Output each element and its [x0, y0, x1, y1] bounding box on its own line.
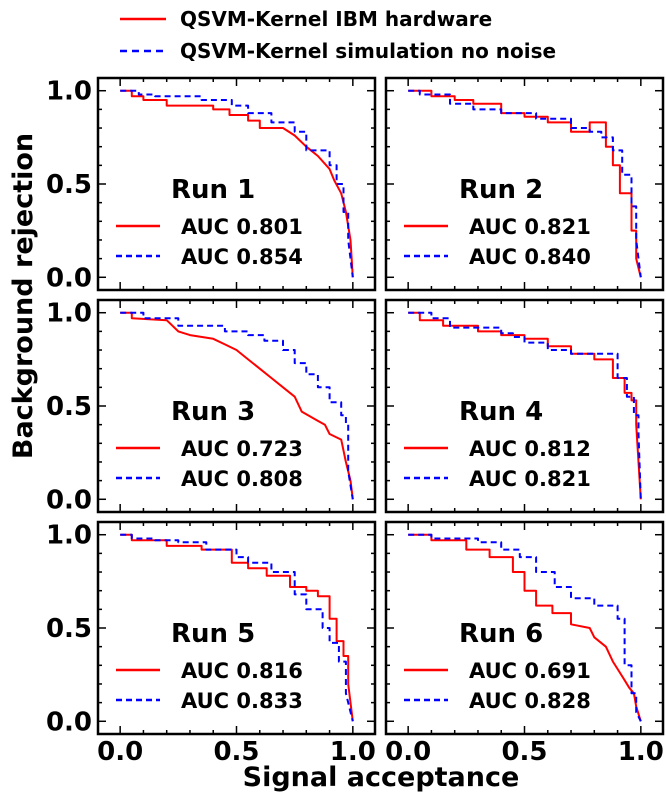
simulation-roc-curve: [120, 89, 354, 278]
auc-hardware-label: AUC 0.801: [181, 215, 303, 239]
simulation-roc-curve: [408, 89, 642, 278]
auc-simulation-label: AUC 0.840: [469, 245, 591, 269]
auc-simulation-label: AUC 0.854: [181, 245, 303, 269]
y-tick-label: 0.0: [46, 263, 92, 293]
auc-hardware-label: AUC 0.821: [469, 215, 591, 239]
legend: QSVM-Kernel IBM hardware QSVM-Kernel sim…: [120, 7, 556, 63]
x-axis-label: Signal acceptance: [243, 762, 520, 792]
legend-hardware-label: QSVM-Kernel IBM hardware: [180, 7, 492, 31]
auc-hardware-label: AUC 0.723: [181, 437, 303, 461]
auc-simulation-label: AUC 0.821: [469, 467, 591, 491]
run-label: Run 6: [459, 619, 543, 649]
hardware-roc-curve: [120, 311, 354, 500]
run-label: Run 3: [171, 397, 255, 427]
panel-run-3: 0.0 0.5 1.0 Run 3 AUC 0.723 AUC 0.808: [46, 299, 377, 515]
run-label: Run 1: [171, 175, 255, 205]
x-tick-label: 0.0: [97, 737, 143, 767]
panel-run-5: 0.0 0.5 1.0 0.0 0.5 1.0 Run 5 AUC 0.816 AUC 0.83…: [46, 521, 377, 767]
y-tick-label: 1.0: [46, 521, 92, 551]
y-tick-label: 0.5: [46, 170, 92, 200]
y-tick-label: 1.0: [46, 77, 92, 107]
y-tick-label: 0.0: [46, 707, 92, 737]
auc-hardware-label: AUC 0.812: [469, 437, 591, 461]
panel-run-1: 0.0 0.5 1.0 Run 1 AUC 0.801 AUC 0.854: [46, 77, 377, 293]
y-tick-label: 1.0: [46, 299, 92, 329]
auc-hardware-label: AUC 0.691: [469, 659, 591, 683]
x-tick-label: 1.0: [330, 737, 376, 767]
legend-simulation-label: QSVM-Kernel simulation no noise: [180, 39, 556, 63]
x-tick-label: 1.0: [618, 737, 664, 767]
run-label: Run 5: [171, 619, 255, 649]
panel-run-4: Run 4 AUC 0.812 AUC 0.821: [384, 298, 665, 514]
y-axis-label: Background rejection: [8, 133, 39, 459]
hardware-roc-curve: [408, 533, 642, 722]
run-label: Run 4: [459, 397, 543, 427]
hardware-roc-curve: [408, 311, 642, 500]
panel-grid: 0.0 0.5 1.0 Run 1 AUC 0.801 AUC 0.854 Run 2 AUC…: [46, 76, 665, 767]
auc-simulation-label: AUC 0.833: [181, 689, 303, 713]
auc-simulation-label: AUC 0.828: [469, 689, 591, 713]
simulation-roc-curve: [120, 533, 354, 722]
auc-simulation-label: AUC 0.808: [181, 467, 303, 491]
run-label: Run 2: [459, 175, 543, 205]
y-tick-label: 0.0: [46, 485, 92, 515]
y-tick-label: 0.5: [46, 392, 92, 422]
panel-run-2: Run 2 AUC 0.821 AUC 0.840: [384, 76, 665, 292]
simulation-roc-curve: [408, 533, 642, 722]
simulation-roc-curve: [120, 311, 354, 500]
hardware-roc-curve: [120, 89, 354, 278]
x-tick-label: 0.5: [213, 737, 259, 767]
auc-hardware-label: AUC 0.816: [181, 659, 303, 683]
panel-run-6: 0.0 0.5 1.0 Run 6 AUC 0.691 AUC 0.828: [384, 520, 665, 767]
x-tick-label: 0.0: [385, 737, 431, 767]
x-tick-label: 0.5: [501, 737, 547, 767]
hardware-roc-curve: [120, 533, 354, 722]
y-tick-label: 0.5: [46, 614, 92, 644]
